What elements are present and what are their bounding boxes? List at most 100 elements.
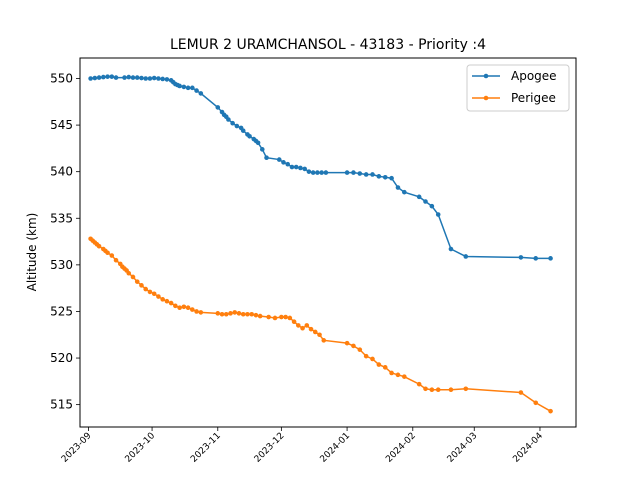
y-tick-label: 535 xyxy=(50,211,73,225)
perigee-point xyxy=(357,347,363,352)
perigee-point xyxy=(105,250,110,256)
apogee-point xyxy=(357,171,363,176)
apogee-point xyxy=(147,76,153,81)
perigee-point xyxy=(312,329,318,335)
perigee-point xyxy=(300,325,305,331)
apogee-point xyxy=(234,123,240,129)
apogee-point xyxy=(198,91,204,96)
perigee-point xyxy=(304,323,310,328)
apogee-point xyxy=(230,120,235,126)
perigee-point xyxy=(308,326,314,332)
x-tick-label: 2023-10 xyxy=(124,431,158,465)
perigee-series xyxy=(88,236,553,414)
apogee-point xyxy=(101,74,106,80)
perigee-point xyxy=(223,311,229,317)
apogee-point xyxy=(264,155,269,160)
apogee-point xyxy=(423,199,428,204)
x-tick-label: 2024-04 xyxy=(511,431,545,465)
apogee-point xyxy=(319,170,324,175)
apogee-point xyxy=(435,212,441,217)
chart-title: LEMUR 2 URAMCHANSOL - 43183 - Priority :… xyxy=(170,37,486,53)
apogee-point xyxy=(156,76,161,81)
perigee-point xyxy=(253,312,259,318)
y-tick-label: 525 xyxy=(50,304,73,318)
apogee-point xyxy=(285,161,291,167)
x-tick-label: 2023-09 xyxy=(60,431,94,465)
perigee-point xyxy=(448,387,454,393)
perigee-point xyxy=(215,311,221,316)
perigee-point xyxy=(240,311,246,317)
apogee-point xyxy=(463,254,469,259)
perigee-point xyxy=(177,305,182,311)
y-tick-label: 540 xyxy=(50,165,73,179)
apogee-point xyxy=(194,88,199,93)
y-tick-label: 545 xyxy=(50,118,73,132)
apogee-point xyxy=(143,76,149,81)
perigee-point xyxy=(296,323,301,328)
apogee-point xyxy=(139,75,144,81)
apogee-point xyxy=(88,76,93,81)
apogee-point xyxy=(416,194,422,200)
apogee-point xyxy=(344,170,350,175)
apogee-point xyxy=(310,170,316,175)
apogee-point xyxy=(429,203,435,209)
perigee-point xyxy=(287,315,293,321)
apogee-point xyxy=(105,74,110,79)
perigee-point xyxy=(402,374,407,379)
apogee-point xyxy=(126,74,132,80)
y-axis-label: Altitude (km) xyxy=(25,213,39,292)
perigee-point xyxy=(382,365,388,370)
apogee-point xyxy=(226,117,231,122)
apogee-point xyxy=(351,170,356,175)
perigee-point xyxy=(463,386,469,392)
apogee-point xyxy=(96,75,102,80)
apogee-point xyxy=(181,84,187,90)
perigee-point xyxy=(96,243,102,249)
apogee-point xyxy=(376,174,382,179)
apogee-point xyxy=(323,170,329,175)
apogee-point xyxy=(389,175,394,181)
x-tick-label: 2023-12 xyxy=(253,431,287,465)
perigee-point xyxy=(283,314,288,320)
perigee-point xyxy=(109,253,115,258)
perigee-point xyxy=(272,315,278,321)
perigee-point xyxy=(232,310,238,315)
y-axis: 515 520 525 530 535 540 545 550 xyxy=(50,72,80,412)
perigee-point xyxy=(249,311,254,317)
perigee-point xyxy=(113,257,119,263)
perigee-point xyxy=(416,381,422,387)
legend-label: Apogee xyxy=(511,69,557,83)
perigee-point xyxy=(143,286,149,292)
y-tick-label: 530 xyxy=(50,258,73,272)
apogee-point xyxy=(259,147,265,152)
apogee-point xyxy=(255,140,261,146)
perigee-point xyxy=(164,298,170,304)
perigee-point xyxy=(147,289,153,295)
perigee-point xyxy=(395,372,401,378)
apogee-point xyxy=(276,157,282,162)
legend-item-apogee: Apogee xyxy=(472,69,557,83)
apogee-point xyxy=(122,75,127,80)
apogee-point xyxy=(160,76,165,82)
series-layer xyxy=(88,74,553,414)
perigee-point xyxy=(351,343,356,349)
perigee-point xyxy=(139,283,144,288)
perigee-point xyxy=(151,291,157,297)
perigee-point xyxy=(266,314,271,320)
apogee-point xyxy=(370,172,375,177)
perigee-point xyxy=(363,353,369,359)
legend: Apogee Perigee xyxy=(466,64,570,112)
perigee-point xyxy=(185,305,191,311)
perigee-point xyxy=(198,310,204,315)
perigee-point xyxy=(160,297,165,302)
perigee-point xyxy=(279,314,284,320)
apogee-point xyxy=(289,164,295,170)
legend-swatch-marker xyxy=(483,95,489,101)
perigee-point xyxy=(548,408,553,414)
apogee-point xyxy=(190,85,195,91)
apogee-point xyxy=(302,166,307,172)
apogee-point xyxy=(215,105,221,110)
perigee-point xyxy=(219,311,225,317)
apogee-point xyxy=(448,246,454,252)
perigee-point xyxy=(134,279,140,284)
